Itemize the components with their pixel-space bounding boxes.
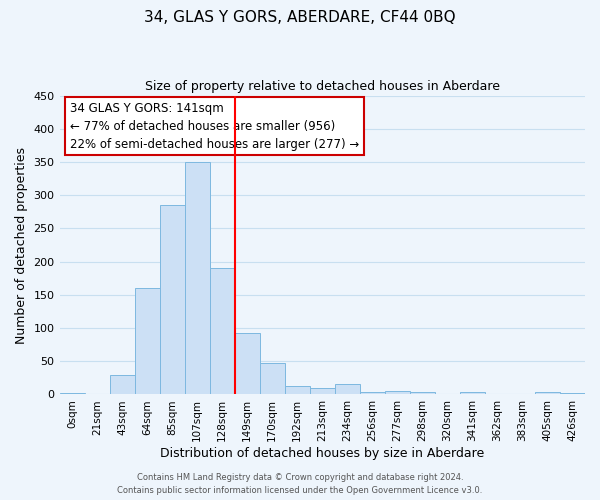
Text: 34, GLAS Y GORS, ABERDARE, CF44 0BQ: 34, GLAS Y GORS, ABERDARE, CF44 0BQ (144, 10, 456, 25)
Bar (535, 392, 560, 394)
Bar (310, 388, 335, 394)
Bar (185, 162, 209, 394)
X-axis label: Distribution of detached houses by size in Aberdare: Distribution of detached houses by size … (160, 447, 484, 460)
Bar (285, 386, 310, 394)
Bar (235, 332, 260, 394)
Bar (160, 205, 185, 394)
Bar (335, 384, 360, 394)
Bar (410, 392, 435, 394)
Text: 34 GLAS Y GORS: 141sqm
← 77% of detached houses are smaller (956)
22% of semi-de: 34 GLAS Y GORS: 141sqm ← 77% of detached… (70, 102, 359, 150)
Title: Size of property relative to detached houses in Aberdare: Size of property relative to detached ho… (145, 80, 500, 93)
Bar (560, 393, 585, 394)
Y-axis label: Number of detached properties: Number of detached properties (15, 146, 28, 344)
Bar (209, 268, 235, 394)
Text: Contains HM Land Registry data © Crown copyright and database right 2024.
Contai: Contains HM Land Registry data © Crown c… (118, 474, 482, 495)
Bar (134, 288, 160, 395)
Bar (460, 392, 485, 394)
Bar (59, 393, 85, 394)
Bar (110, 374, 134, 394)
Bar (385, 391, 410, 394)
Bar (360, 392, 385, 394)
Bar (260, 362, 285, 394)
